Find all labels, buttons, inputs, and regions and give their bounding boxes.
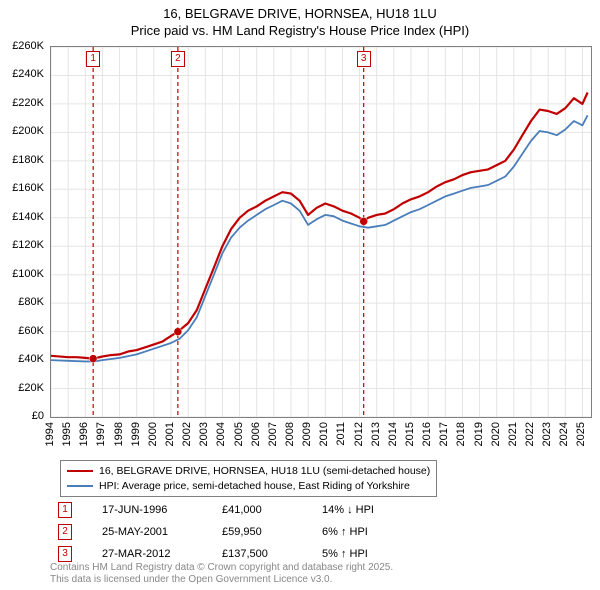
sale-row: 3 27-MAR-2012 £137,500 5% ↑ HPI	[58, 546, 374, 562]
sale-date: 27-MAR-2012	[102, 548, 192, 560]
y-tick: £240K	[12, 68, 44, 80]
y-tick: £40K	[18, 353, 44, 365]
y-tick: £140K	[12, 211, 44, 223]
x-tick: 2003	[198, 422, 210, 446]
sale-price: £41,000	[222, 504, 292, 516]
sale-diff: 6% ↑ HPI	[322, 526, 368, 538]
x-tick: 2025	[575, 422, 587, 446]
y-axis: £0£20K£40K£60K£80K£100K£120K£140K£160K£1…	[0, 46, 48, 418]
legend-swatch	[67, 470, 93, 472]
x-tick: 2019	[473, 422, 485, 446]
x-tick: 2021	[507, 422, 519, 446]
chart-svg	[51, 47, 591, 417]
y-tick: £260K	[12, 40, 44, 52]
y-tick: £20K	[18, 382, 44, 394]
sale-row: 1 17-JUN-1996 £41,000 14% ↓ HPI	[58, 502, 374, 518]
sale-row-marker: 3	[58, 546, 72, 562]
x-tick: 2014	[387, 422, 399, 446]
legend-row: 16, BELGRAVE DRIVE, HORNSEA, HU18 1LU (s…	[67, 464, 430, 479]
x-tick: 2016	[421, 422, 433, 446]
y-tick: £60K	[18, 325, 44, 337]
sale-marker-1: 1	[86, 51, 100, 67]
x-tick: 2005	[233, 422, 245, 446]
sale-row-marker: 2	[58, 524, 72, 540]
x-tick: 2018	[455, 422, 467, 446]
x-tick: 1995	[61, 422, 73, 446]
chart-container: 16, BELGRAVE DRIVE, HORNSEA, HU18 1LU Pr…	[0, 0, 600, 590]
y-tick: £0	[32, 410, 44, 422]
x-tick: 2012	[353, 422, 365, 446]
plot-area: 1 2 3	[50, 46, 592, 418]
y-tick: £120K	[12, 239, 44, 251]
y-tick: £80K	[18, 296, 44, 308]
sales-table: 1 17-JUN-1996 £41,000 14% ↓ HPI 2 25-MAY-2001…	[58, 502, 374, 568]
footer-line1: Contains HM Land Registry data © Crown c…	[50, 562, 393, 574]
x-tick: 2004	[215, 422, 227, 446]
legend-label: HPI: Average price, semi-detached house,…	[99, 479, 410, 494]
sale-date: 25-MAY-2001	[102, 526, 192, 538]
sale-row-marker: 1	[58, 502, 72, 518]
x-tick: 2013	[370, 422, 382, 446]
y-tick: £180K	[12, 154, 44, 166]
x-tick: 2008	[284, 422, 296, 446]
title-address: 16, BELGRAVE DRIVE, HORNSEA, HU18 1LU	[0, 6, 600, 23]
y-tick: £220K	[12, 97, 44, 109]
x-axis: 1994199519961997199819992000200120022003…	[50, 418, 590, 458]
sale-date: 17-JUN-1996	[102, 504, 192, 516]
footer-line2: This data is licensed under the Open Gov…	[50, 574, 393, 586]
x-tick: 2001	[164, 422, 176, 446]
x-tick: 1997	[95, 422, 107, 446]
x-tick: 2000	[147, 422, 159, 446]
x-tick: 2023	[541, 422, 553, 446]
sale-row: 2 25-MAY-2001 £59,950 6% ↑ HPI	[58, 524, 374, 540]
chart-title: 16, BELGRAVE DRIVE, HORNSEA, HU18 1LU Pr…	[0, 0, 600, 40]
legend-label: 16, BELGRAVE DRIVE, HORNSEA, HU18 1LU (s…	[99, 464, 430, 479]
x-tick: 2015	[404, 422, 416, 446]
x-tick: 2007	[267, 422, 279, 446]
sale-price: £137,500	[222, 548, 292, 560]
legend-row: HPI: Average price, semi-detached house,…	[67, 479, 430, 494]
x-tick: 1996	[78, 422, 90, 446]
sale-marker-3: 3	[357, 51, 371, 67]
x-tick: 2022	[524, 422, 536, 446]
legend: 16, BELGRAVE DRIVE, HORNSEA, HU18 1LU (s…	[60, 460, 437, 497]
sale-diff: 5% ↑ HPI	[322, 548, 368, 560]
x-tick: 2002	[181, 422, 193, 446]
x-tick: 1999	[130, 422, 142, 446]
sale-price: £59,950	[222, 526, 292, 538]
x-tick: 2011	[335, 422, 347, 446]
x-tick: 2020	[490, 422, 502, 446]
sale-diff: 14% ↓ HPI	[322, 504, 374, 516]
x-tick: 1998	[113, 422, 125, 446]
title-subtitle: Price paid vs. HM Land Registry's House …	[0, 23, 600, 40]
sale-marker-2: 2	[171, 51, 185, 67]
legend-swatch	[67, 485, 93, 487]
x-tick: 2024	[558, 422, 570, 446]
y-tick: £100K	[12, 268, 44, 280]
x-tick: 2006	[250, 422, 262, 446]
x-tick: 1994	[44, 422, 56, 446]
x-tick: 2009	[301, 422, 313, 446]
y-tick: £160K	[12, 182, 44, 194]
footer-attribution: Contains HM Land Registry data © Crown c…	[50, 562, 393, 586]
x-tick: 2017	[438, 422, 450, 446]
x-tick: 2010	[318, 422, 330, 446]
y-tick: £200K	[12, 125, 44, 137]
